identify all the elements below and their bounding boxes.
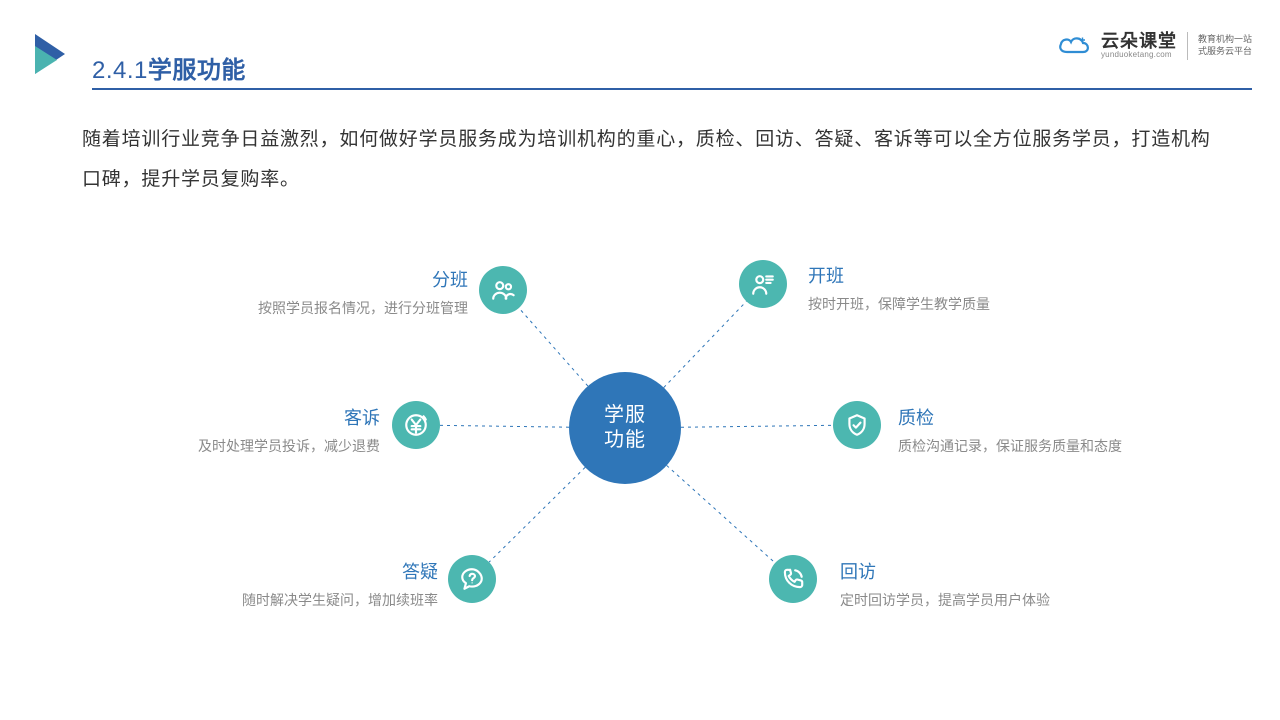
- node-desc: 按时开班，保障学生教学质量: [808, 294, 990, 314]
- node-desc: 按照学员报名情况，进行分班管理: [258, 298, 468, 318]
- slide-marker-icon: [35, 34, 69, 74]
- node-kaiban: [739, 260, 787, 308]
- shield-icon: [844, 412, 870, 438]
- yen-icon: [403, 412, 429, 438]
- brand-tagline: 教育机构一站 式服务云平台: [1198, 34, 1252, 57]
- node-label-kaiban: 开班按时开班，保障学生教学质量: [808, 262, 990, 314]
- question-icon: [459, 566, 485, 592]
- node-huifang: [769, 555, 817, 603]
- diagram-edges: [0, 0, 1280, 720]
- center-label-2: 功能: [604, 428, 646, 453]
- node-label-huifang: 回访定时回访学员，提高学员用户体验: [840, 558, 1050, 610]
- brand-domain: yunduoketang.com: [1101, 51, 1177, 59]
- section-heading: 学服功能: [148, 57, 246, 84]
- node-desc: 定时回访学员，提高学员用户体验: [840, 590, 1050, 610]
- node-title: 分班: [432, 266, 468, 292]
- node-desc: 及时处理学员投诉，减少退费: [198, 436, 380, 456]
- brand-name: 云朵课堂: [1101, 32, 1177, 51]
- node-dayi: [448, 555, 496, 603]
- teacher-icon: [750, 271, 776, 297]
- logo-divider: [1187, 32, 1188, 60]
- section-number: 2.4.1: [92, 57, 148, 84]
- section-title: 2.4.1学服功能: [92, 50, 246, 85]
- node-label-kesu: 客诉及时处理学员投诉，减少退费: [198, 404, 380, 456]
- phone-icon: [780, 566, 806, 592]
- node-label-dayi: 答疑随时解决学生疑问，增加续班率: [242, 558, 438, 610]
- title-underline: [92, 88, 1252, 90]
- node-title: 答疑: [402, 558, 438, 584]
- node-title: 回访: [840, 558, 876, 584]
- node-desc: 质检沟通记录，保证服务质量和态度: [898, 436, 1122, 456]
- node-title: 开班: [808, 262, 844, 288]
- node-zhijian: [833, 401, 881, 449]
- node-title: 客诉: [344, 404, 380, 430]
- cloud-icon: [1057, 34, 1091, 58]
- center-node: 学服 功能: [569, 372, 681, 484]
- node-kesu: [392, 401, 440, 449]
- node-label-zhijian: 质检质检沟通记录，保证服务质量和态度: [898, 404, 1122, 456]
- node-desc: 随时解决学生疑问，增加续班率: [242, 590, 438, 610]
- intro-paragraph: 随着培训行业竞争日益激烈，如何做好学员服务成为培训机构的重心，质检、回访、答疑、…: [82, 120, 1220, 200]
- node-title: 质检: [898, 404, 934, 430]
- center-label-1: 学服: [604, 403, 646, 428]
- brand-logo: 云朵课堂 yunduoketang.com 教育机构一站 式服务云平台: [1057, 32, 1252, 60]
- users-icon: [490, 277, 516, 303]
- node-label-fenban: 分班按照学员报名情况，进行分班管理: [258, 266, 468, 318]
- node-fenban: [479, 266, 527, 314]
